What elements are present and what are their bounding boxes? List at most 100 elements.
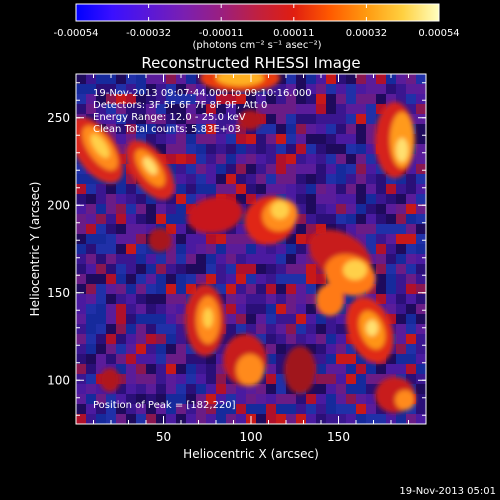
image-pixel [206, 114, 216, 124]
image-pixel [156, 334, 166, 344]
image-pixel [126, 244, 136, 254]
emission-blob [148, 228, 172, 252]
image-pixel [186, 384, 196, 394]
image-pixel [86, 314, 96, 324]
image-pixel [106, 344, 116, 354]
annotation-time-range: 19-Nov-2013 09:07:44.000 to 09:10:16.000 [93, 88, 312, 99]
image-pixel [146, 294, 156, 304]
y-axis-label: Heliocentric Y (arcsec) [28, 182, 42, 317]
image-pixel [386, 174, 396, 184]
image-pixel [176, 184, 186, 194]
image-pixel [166, 214, 176, 224]
image-pixel [116, 144, 126, 154]
image-pixel [326, 114, 336, 124]
image-pixel [286, 414, 296, 424]
image-pixel [96, 314, 106, 324]
image-pixel [76, 374, 86, 384]
image-pixel [76, 174, 86, 184]
image-pixel [176, 244, 186, 254]
image-pixel [176, 144, 186, 154]
image-pixel [176, 254, 186, 264]
image-pixel [176, 124, 186, 134]
image-pixel [256, 254, 266, 264]
image-pixel [166, 84, 176, 94]
image-pixel [186, 194, 196, 204]
image-pixel [216, 234, 226, 244]
image-pixel [186, 404, 196, 414]
image-pixel [226, 154, 236, 164]
image-pixel [286, 304, 296, 314]
image-pixel [296, 324, 306, 334]
image-pixel [176, 334, 186, 344]
image-pixel [86, 304, 96, 314]
image-pixel [196, 124, 206, 134]
image-pixel [306, 304, 316, 314]
image-pixel [306, 134, 316, 144]
emission-blob [271, 201, 289, 219]
image-pixel [306, 84, 316, 94]
image-pixel [376, 174, 386, 184]
image-pixel [406, 314, 416, 324]
image-pixel [306, 294, 316, 304]
image-pixel [116, 394, 126, 404]
image-pixel [356, 354, 366, 364]
image-pixel [116, 354, 126, 364]
image-pixel [276, 364, 286, 374]
image-pixel [176, 174, 186, 184]
image-pixel [266, 334, 276, 344]
image-pixel [336, 214, 346, 224]
image-pixel [286, 314, 296, 324]
image-pixel [366, 404, 376, 414]
image-pixel [166, 364, 176, 374]
image-pixel [186, 104, 196, 114]
image-pixel [126, 204, 136, 214]
image-pixel [246, 294, 256, 304]
image-pixel [86, 344, 96, 354]
image-pixel [106, 204, 116, 214]
image-pixel [346, 194, 356, 204]
image-pixel [116, 274, 126, 284]
image-pixel [386, 414, 396, 424]
image-pixel [266, 114, 276, 124]
image-pixel [236, 244, 246, 254]
image-pixel [156, 144, 166, 154]
image-pixel [96, 214, 106, 224]
image-pixel [116, 264, 126, 274]
image-pixel [136, 324, 146, 334]
image-pixel [256, 244, 266, 254]
image-pixel [416, 204, 426, 214]
image-pixel [266, 294, 276, 304]
image-pixel [346, 364, 356, 374]
image-pixel [136, 94, 146, 104]
image-pixel [166, 94, 176, 104]
image-pixel [226, 384, 236, 394]
image-pixel [96, 104, 106, 114]
image-pixel [196, 374, 206, 384]
image-pixel [316, 384, 326, 394]
image-pixel [286, 114, 296, 124]
image-pixel [166, 394, 176, 404]
image-pixel [146, 124, 156, 134]
image-pixel [196, 234, 206, 244]
image-pixel [366, 244, 376, 254]
image-pixel [406, 164, 416, 174]
image-pixel [336, 144, 346, 154]
image-pixel [186, 224, 196, 234]
image-pixel [416, 284, 426, 294]
image-pixel [196, 264, 206, 274]
image-pixel [356, 174, 366, 184]
image-pixel [276, 104, 286, 114]
image-pixel [386, 254, 396, 264]
image-pixel [156, 104, 166, 114]
emission-blob [316, 284, 344, 316]
image-pixel [346, 384, 356, 394]
image-pixel [86, 224, 96, 234]
image-pixel [296, 404, 306, 414]
image-pixel [276, 274, 286, 284]
image-pixel [216, 244, 226, 254]
image-pixel [156, 354, 166, 364]
image-pixel [386, 274, 396, 284]
image-pixel [406, 174, 416, 184]
image-pixel [356, 194, 366, 204]
image-pixel [176, 384, 186, 394]
